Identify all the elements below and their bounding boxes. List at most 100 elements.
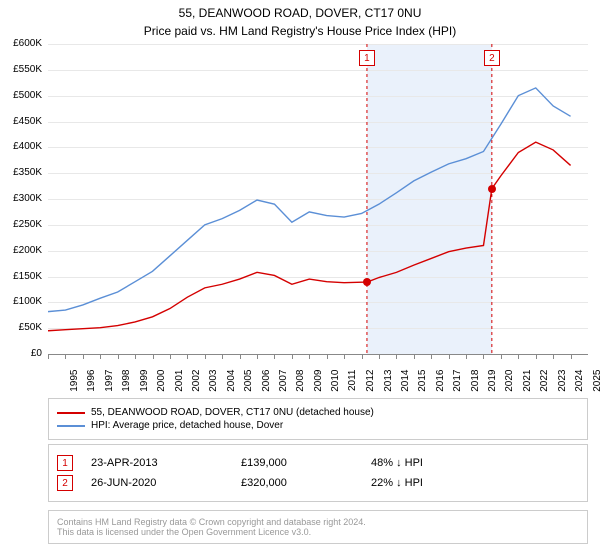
ytick-label: £0	[2, 348, 42, 359]
xtick-label: 1995	[69, 370, 80, 392]
xtick	[327, 354, 328, 359]
xtick-label: 2008	[295, 370, 306, 392]
xtick	[222, 354, 223, 359]
xtick	[65, 354, 66, 359]
xtick-label: 2020	[504, 370, 515, 392]
xtick	[135, 354, 136, 359]
xtick	[100, 354, 101, 359]
xtick-label: 2010	[330, 370, 341, 392]
legend-label: 55, DEANWOOD ROAD, DOVER, CT17 0NU (deta…	[91, 407, 374, 418]
gridline-h	[48, 277, 588, 278]
xtick	[118, 354, 119, 359]
xtick	[292, 354, 293, 359]
ytick-label: £300K	[2, 193, 42, 204]
xtick	[187, 354, 188, 359]
xtick	[48, 354, 49, 359]
gridline-h	[48, 199, 588, 200]
sale-row: 226-JUN-2020£320,00022% ↓ HPI	[57, 475, 579, 491]
gridline-h	[48, 147, 588, 148]
gridline-h	[48, 96, 588, 97]
xtick-label: 2019	[487, 370, 498, 392]
xtick	[362, 354, 363, 359]
xtick	[483, 354, 484, 359]
axis-bottom	[48, 354, 588, 355]
xtick	[396, 354, 397, 359]
xtick-label: 2018	[469, 370, 480, 392]
sale-date: 23-APR-2013	[91, 457, 241, 469]
footer-attribution: Contains HM Land Registry data © Crown c…	[48, 510, 588, 544]
xtick-label: 2009	[313, 370, 324, 392]
xtick-label: 2003	[208, 370, 219, 392]
xtick-label: 2006	[260, 370, 271, 392]
footer-line-2: This data is licensed under the Open Gov…	[57, 527, 579, 537]
sales-table: 123-APR-2013£139,00048% ↓ HPI 226-JUN-202…	[48, 444, 588, 502]
legend-label: HPI: Average price, detached house, Dove…	[91, 420, 283, 431]
sale-row: 123-APR-2013£139,00048% ↓ HPI	[57, 455, 579, 471]
gridline-h	[48, 251, 588, 252]
ytick-label: £600K	[2, 38, 42, 49]
gridline-h	[48, 70, 588, 71]
xtick	[83, 354, 84, 359]
legend-swatch	[57, 412, 85, 414]
xtick-label: 2013	[382, 370, 393, 392]
xtick	[466, 354, 467, 359]
sale-price: £320,000	[241, 477, 371, 489]
xtick-label: 2002	[191, 370, 202, 392]
xtick	[274, 354, 275, 359]
legend-row: 55, DEANWOOD ROAD, DOVER, CT17 0NU (deta…	[57, 407, 579, 418]
gridline-h	[48, 225, 588, 226]
legend-box: 55, DEANWOOD ROAD, DOVER, CT17 0NU (deta…	[48, 398, 588, 440]
ytick-label: £250K	[2, 219, 42, 230]
xtick-label: 2004	[226, 370, 237, 392]
xtick	[553, 354, 554, 359]
sale-dot	[488, 185, 496, 193]
xtick	[414, 354, 415, 359]
xtick-label: 2021	[522, 370, 533, 392]
xtick	[571, 354, 572, 359]
xtick-label: 2015	[417, 370, 428, 392]
ytick-label: £450K	[2, 116, 42, 127]
sale-delta: 22% ↓ HPI	[371, 477, 423, 489]
ytick-label: £500K	[2, 90, 42, 101]
ytick-label: £400K	[2, 141, 42, 152]
footer-line-1: Contains HM Land Registry data © Crown c…	[57, 517, 579, 527]
xtick	[205, 354, 206, 359]
xtick-label: 2025	[591, 370, 600, 392]
gridline-h	[48, 173, 588, 174]
gridline-h	[48, 328, 588, 329]
xtick	[257, 354, 258, 359]
chart-container: { "title1": "55, DEANWOOD ROAD, DOVER, C…	[0, 0, 600, 560]
ytick-label: £100K	[2, 296, 42, 307]
title-line-1: 55, DEANWOOD ROAD, DOVER, CT17 0NU	[0, 6, 600, 20]
xtick-label: 2022	[539, 370, 550, 392]
xtick-label: 1998	[121, 370, 132, 392]
xtick	[449, 354, 450, 359]
xtick-label: 2024	[574, 370, 585, 392]
xtick	[344, 354, 345, 359]
xtick-label: 1997	[104, 370, 115, 392]
xtick	[518, 354, 519, 359]
xtick-label: 2001	[173, 370, 184, 392]
xtick	[379, 354, 380, 359]
gridline-h	[48, 122, 588, 123]
sale-price: £139,000	[241, 457, 371, 469]
xtick-label: 2023	[556, 370, 567, 392]
xtick	[309, 354, 310, 359]
xtick-label: 2007	[278, 370, 289, 392]
xtick	[170, 354, 171, 359]
sale-marker-box: 1	[359, 50, 375, 66]
xtick-label: 1996	[86, 370, 97, 392]
ytick-label: £150K	[2, 271, 42, 282]
xtick	[536, 354, 537, 359]
xtick-label: 2014	[400, 370, 411, 392]
legend-swatch	[57, 425, 85, 427]
xtick	[431, 354, 432, 359]
title-line-2: Price paid vs. HM Land Registry's House …	[0, 24, 600, 38]
legend-row: HPI: Average price, detached house, Dove…	[57, 420, 579, 431]
sale-marker-box: 2	[484, 50, 500, 66]
xtick	[153, 354, 154, 359]
xtick-label: 2011	[347, 370, 358, 392]
xtick-label: 2005	[243, 370, 254, 392]
xtick	[240, 354, 241, 359]
xtick	[501, 354, 502, 359]
